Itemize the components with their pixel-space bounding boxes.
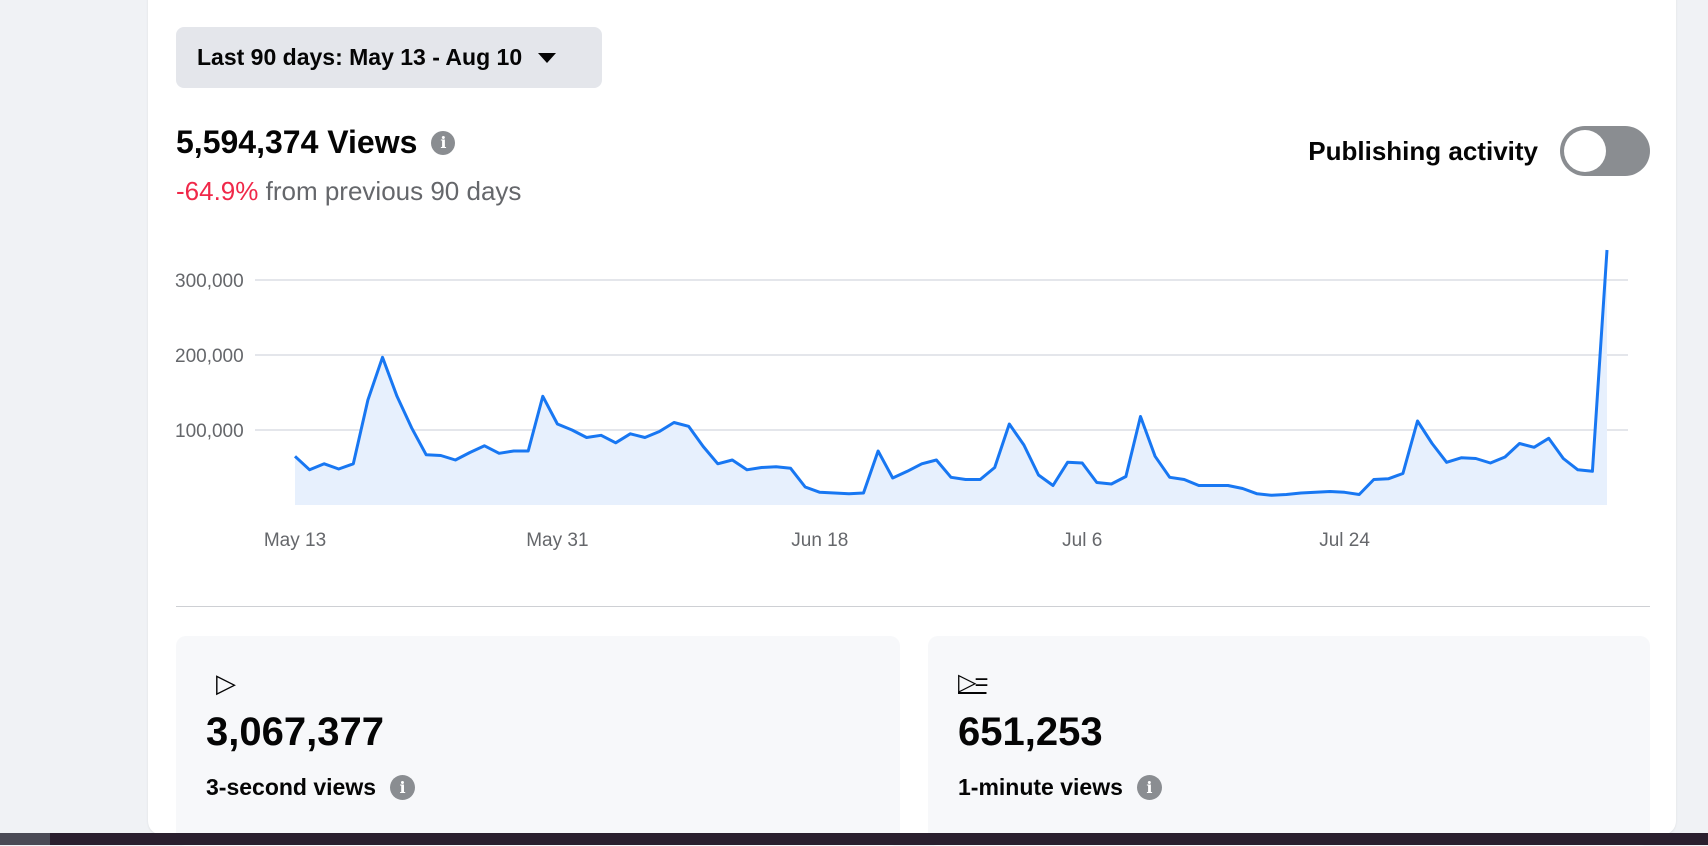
stat-label: 3-second views (206, 774, 377, 800)
toggle-knob (1564, 130, 1606, 172)
total-views-value: 5,594,374 Views (176, 124, 418, 160)
date-range-label: Last 90 days: May 13 - Aug 10 (197, 44, 523, 70)
divider (176, 606, 1650, 607)
info-icon[interactable]: i (431, 130, 456, 155)
x-tick-label: May 13 (264, 530, 326, 551)
y-tick-label: 100,000 (175, 421, 244, 442)
x-tick-label: Jul 6 (1062, 530, 1102, 551)
stat-value: 651,253 (958, 710, 1103, 754)
views-chart: 100,000 200,000 300,000 May 13 May 31 Jun 18 J… (175, 249, 1628, 551)
play-list-icon: ▷= (958, 669, 989, 696)
stat-label-row: 3-second views i (206, 774, 416, 801)
stat-value: 3,067,377 (206, 710, 384, 754)
date-range-dropdown[interactable]: Last 90 days: May 13 - Aug 10 (176, 27, 602, 88)
info-icon[interactable]: i (390, 775, 416, 800)
y-tick-label: 300,000 (175, 271, 244, 292)
stat-card-3-second-views: ▷ 3,067,377 3-second views i (176, 636, 900, 846)
stat-label: 1-minute views (958, 774, 1123, 800)
caret-down-icon (538, 52, 557, 63)
x-tick-label: Jul 24 (1319, 530, 1370, 551)
stat-card-1-minute-views: ▷= 651,253 1-minute views i (928, 636, 1650, 846)
stat-label-row: 1-minute views i (958, 774, 1162, 801)
x-tick-label: Jun 18 (791, 530, 848, 551)
change-percent: -64.9% (176, 176, 259, 206)
publishing-activity-toggle[interactable] (1560, 126, 1650, 176)
y-tick-label: 200,000 (175, 346, 244, 367)
taskbar (0, 833, 1708, 845)
publishing-activity: Publishing activity (1308, 126, 1650, 176)
series-area (295, 250, 1607, 505)
change-suffix: from previous 90 days (258, 176, 522, 206)
play-icon: ▷ (216, 668, 236, 698)
x-tick-label: May 31 (526, 530, 588, 551)
info-icon[interactable]: i (1136, 775, 1162, 800)
publishing-activity-label: Publishing activity (1308, 135, 1538, 166)
taskbar-start (0, 833, 50, 845)
total-views-heading: 5,594,374 Views i (176, 124, 456, 161)
series-line (293, 249, 1609, 497)
views-change: -64.9% from previous 90 days (176, 176, 521, 207)
